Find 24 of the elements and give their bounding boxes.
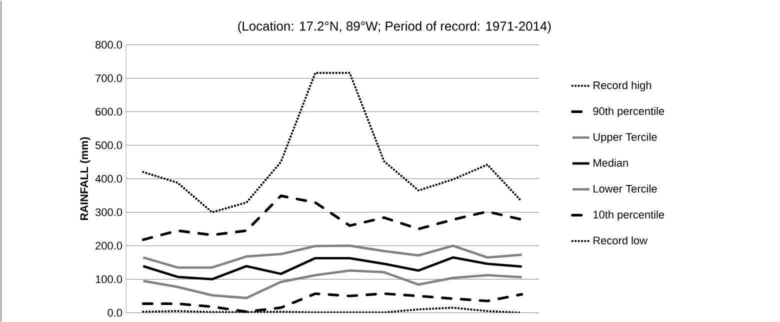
legend-label: Upper Tercile	[594, 132, 657, 143]
y-axis-title: RAINFALL (mm)	[80, 137, 90, 220]
y-tick-label: 800.0	[96, 40, 122, 48]
legend-label: 10th percentile	[594, 210, 664, 220]
y-tick-label: 200.0	[96, 242, 122, 250]
y-tick-label: 700.0	[96, 74, 122, 82]
legend-label: Record high	[594, 80, 652, 92]
y-tick-label: 400.0	[95, 174, 122, 182]
line-series	[142, 72, 523, 214]
line-series	[142, 194, 524, 241]
legend-label: Record low	[594, 236, 648, 244]
legend-label: Lower Tercile	[594, 184, 657, 192]
y-tick-label: 500.0	[96, 141, 122, 149]
line-series	[142, 269, 523, 299]
y-tick-label: 600.0	[96, 108, 122, 116]
line-series	[142, 256, 523, 280]
legend-label: 90th percentile	[593, 106, 664, 117]
y-tick-label: 0.0	[108, 308, 122, 316]
line-series	[142, 292, 524, 312]
y-tick-label: 300.0	[95, 208, 122, 216]
chart-title: (Location: 17.2°N, 89°W; Period of record: 1971-2014)	[238, 20, 551, 34]
y-tick-label: 100.0	[96, 275, 122, 283]
legend-label: Median	[594, 158, 628, 167]
line-series	[142, 244, 523, 268]
